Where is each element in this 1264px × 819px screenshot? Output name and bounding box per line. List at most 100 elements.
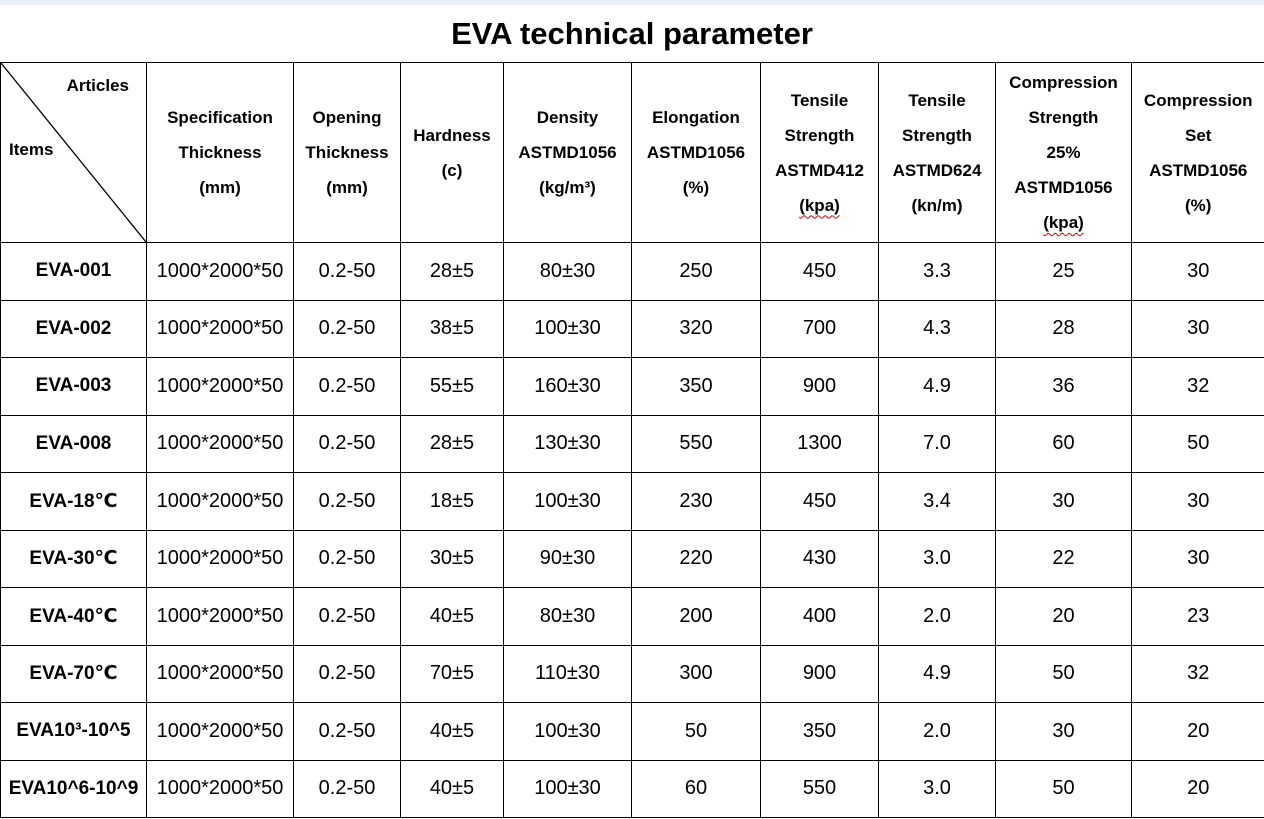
row-header: EVA-002 [0,299,147,358]
cell-specification-thickness: 1000*2000*50 [146,414,294,473]
row-header: EVA10^6-10^9 [0,759,147,818]
cell-specification-thickness: 1000*2000*50 [146,702,294,761]
cell-compression-strength: 60 [995,414,1132,473]
header-line: Compression [1009,73,1118,92]
row-header: EVA-001 [0,242,147,301]
cell-compression-strength: 25 [995,242,1132,301]
cell-hardness: 40±5 [400,702,504,761]
eva-parameters-table: Articles Items Specification Thickness (mm… [0,62,1264,818]
cell-tensile-strength-astmd624: 2.0 [878,587,996,646]
cell-opening-thickness: 0.2-50 [293,529,401,588]
corner-label-articles: Articles [66,76,129,95]
cell-specification-thickness: 1000*2000*50 [146,299,294,358]
cell-specification-thickness: 1000*2000*50 [146,644,294,703]
header-line: Strength [902,125,972,145]
cell-elongation: 250 [631,242,761,301]
cell-hardness: 28±5 [400,242,504,301]
cell-density: 100±30 [503,702,632,761]
table-row: EVA-003 1000*2000*50 0.2-50 55±5 160±30 350 9… [0,357,1264,416]
cell-hardness: 28±5 [400,414,504,473]
header-row: Articles Items Specification Thickness (mm… [0,62,1264,243]
table-row: EVA10³-10^5 1000*2000*50 0.2-50 40±5 100±30… [0,702,1264,761]
cell-opening-thickness: 0.2-50 [293,299,401,358]
cell-elongation: 60 [631,759,761,818]
header-line: Density [536,108,599,127]
cell-specification-thickness: 1000*2000*50 [146,357,294,416]
cell-opening-thickness: 0.2-50 [293,644,401,703]
cell-tensile-strength-astmd624: 7.0 [878,414,996,473]
cell-hardness: 70±5 [400,644,504,703]
corner-label-items: Items [9,140,54,159]
cell-opening-thickness: 0.2-50 [293,414,401,473]
header-unit: (c) [441,160,463,180]
cell-specification-thickness: 1000*2000*50 [146,759,294,818]
cell-specification-thickness: 1000*2000*50 [146,242,294,301]
cell-elongation: 50 [631,702,761,761]
cell-tensile-strength-astmd624: 4.3 [878,299,996,358]
cell-compression-set: 30 [1131,242,1264,301]
row-header: EVA-70℃ [0,644,147,703]
cell-tensile-strength-astmd412: 1300 [760,414,879,473]
header-unit: (kn/m) [911,195,963,215]
cell-compression-strength: 30 [995,702,1132,761]
cell-density: 160±30 [503,357,632,416]
header-line: Strength [1028,108,1099,127]
column-header-tensile-strength-astmd624: Tensile Strength ASTMD624 (kn/m) [878,62,996,243]
table-row: EVA-001 1000*2000*50 0.2-50 28±5 80±30 250 45… [0,242,1264,301]
header-line: Elongation [652,108,740,127]
header-line: Specification [167,108,273,127]
cell-hardness: 30±5 [400,529,504,588]
cell-compression-strength: 50 [995,759,1132,818]
cell-tensile-strength-astmd412: 900 [760,357,879,416]
cell-compression-set: 32 [1131,644,1264,703]
header-line: 25% [1046,143,1081,162]
header-unit: (mm) [199,178,241,197]
cell-opening-thickness: 0.2-50 [293,702,401,761]
cell-density: 130±30 [503,414,632,473]
cell-specification-thickness: 1000*2000*50 [146,587,294,646]
cell-compression-strength: 28 [995,299,1132,358]
cell-tensile-strength-astmd412: 430 [760,529,879,588]
cell-opening-thickness: 0.2-50 [293,242,401,301]
column-header-elongation: Elongation ASTMD1056 (%) [631,62,761,243]
cell-tensile-strength-astmd624: 4.9 [878,644,996,703]
cell-compression-set: 32 [1131,357,1264,416]
header-line: Opening [312,108,382,127]
header-line: ASTMD1056 [518,143,617,162]
cell-compression-set: 23 [1131,587,1264,646]
table-row: EVA-70℃ 1000*2000*50 0.2-50 70±5 110±30 300 9… [0,644,1264,703]
row-header: EVA-003 [0,357,147,416]
cell-density: 80±30 [503,587,632,646]
cell-compression-set: 30 [1131,529,1264,588]
header-line: Thickness [305,143,389,162]
header-unit: (%) [1185,195,1212,215]
cell-compression-strength: 30 [995,472,1132,531]
header-unit: (mm) [326,178,368,197]
cell-elongation: 230 [631,472,761,531]
cell-tensile-strength-astmd412: 450 [760,242,879,301]
cell-specification-thickness: 1000*2000*50 [146,472,294,531]
page-title: EVA technical parameter [451,15,813,51]
cell-elongation: 320 [631,299,761,358]
cell-elongation: 300 [631,644,761,703]
header-line: Set [1185,125,1212,145]
cell-tensile-strength-astmd412: 550 [760,759,879,818]
table-header: Articles Items Specification Thickness (mm… [0,62,1264,243]
cell-tensile-strength-astmd624: 3.0 [878,759,996,818]
cell-tensile-strength-astmd412: 400 [760,587,879,646]
cell-elongation: 350 [631,357,761,416]
row-header: EVA-40℃ [0,587,147,646]
column-header-opening-thickness: Opening Thickness (mm) [293,62,401,243]
corner-cell-articles-items: Articles Items [0,62,147,243]
cell-tensile-strength-astmd624: 2.0 [878,702,996,761]
cell-elongation: 200 [631,587,761,646]
cell-density: 90±30 [503,529,632,588]
table-row: EVA-008 1000*2000*50 0.2-50 28±5 130±30 550 1… [0,414,1264,473]
header-unit: (kpa) [1043,213,1084,232]
cell-tensile-strength-astmd412: 700 [760,299,879,358]
table-row: EVA-18℃ 1000*2000*50 0.2-50 18±5 100±30 230 4… [0,472,1264,531]
header-line: Compression [1143,90,1253,110]
column-header-specification-thickness: Specification Thickness (mm) [146,62,294,243]
cell-hardness: 55±5 [400,357,504,416]
header-line: Tensile [790,90,849,110]
